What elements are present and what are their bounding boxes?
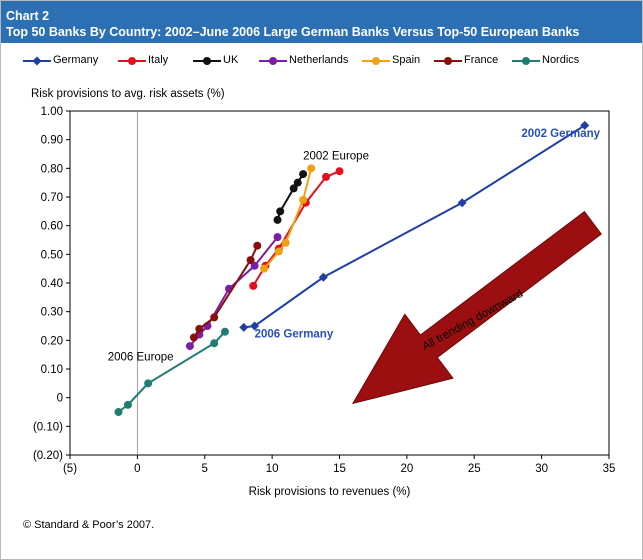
y-tick-label: 0 [57, 393, 63, 405]
x-tick-label: 35 [603, 463, 616, 475]
data-point-uk [299, 170, 308, 179]
legend-label-nordics: Nordics [542, 54, 580, 66]
y-tick-label: 0.50 [41, 249, 63, 261]
data-point-france [210, 313, 219, 322]
x-axis-label: Risk provisions to revenues (%) [249, 486, 411, 498]
data-point-france [246, 256, 255, 265]
trend-arrow [351, 210, 602, 405]
data-point-italy [322, 172, 331, 181]
x-tick-label: 0 [134, 463, 140, 475]
data-point-spain [307, 164, 316, 173]
y-tick-label: (0.10) [33, 421, 63, 433]
legend-swatch-nordics [512, 57, 540, 65]
annotation-2006-europe: 2006 Europe [108, 351, 174, 363]
y-tick-label: 0.80 [41, 163, 63, 175]
legend-swatch-netherlands [259, 57, 287, 65]
data-point-nordics [144, 379, 153, 388]
legend-swatch-germany [23, 56, 51, 66]
x-tick-label: 30 [535, 463, 548, 475]
y-tick-label: 0.90 [41, 135, 63, 147]
legend-label-italy: Italy [148, 54, 169, 66]
data-point-nordics [114, 408, 123, 416]
x-tick-label: 15 [333, 463, 346, 475]
y-tick-label: 0.30 [41, 307, 63, 319]
y-tick-label: 0.10 [41, 364, 63, 376]
data-point-germany [318, 272, 328, 282]
chart-number: Chart 2 [6, 9, 50, 23]
data-point-uk [273, 215, 282, 224]
data-point-spain [299, 195, 308, 204]
x-tick-label: 25 [468, 463, 481, 475]
x-tick-label: 10 [266, 463, 279, 475]
y-tick-label: (0.20) [33, 450, 63, 462]
legend-label-uk: UK [223, 54, 239, 66]
data-point-italy [249, 281, 258, 290]
legend-swatch-spain [362, 57, 390, 65]
data-point-france [195, 324, 204, 333]
y-axis-label: Risk provisions to avg. risk assets (%) [31, 88, 225, 100]
data-point-spain [260, 264, 269, 273]
series-line-germany [243, 124, 586, 329]
legend-swatch-italy [118, 57, 146, 65]
data-point-spain [281, 238, 290, 247]
annotation-2002-germany: 2002 Germany [521, 128, 600, 140]
data-point-nordics [123, 400, 132, 409]
chart-title: Top 50 Banks By Country: 2002–June 2006 … [6, 25, 580, 39]
legend-label-netherlands: Netherlands [289, 54, 349, 66]
data-point-france [253, 241, 262, 250]
data-point-germany [250, 321, 260, 331]
data-point-germany [580, 120, 590, 130]
series-line-spain [263, 168, 313, 270]
y-tick-label: 0.70 [41, 192, 63, 204]
data-point-germany [457, 198, 467, 208]
series-line-nordics [117, 331, 226, 413]
data-point-uk [293, 178, 302, 187]
legend-swatch-uk [193, 57, 221, 65]
data-point-netherlands [273, 233, 282, 242]
y-tick-label: 0.20 [41, 335, 63, 347]
data-point-uk [289, 184, 298, 193]
y-tick-label: 1.00 [41, 106, 63, 118]
y-tick-label: 0.60 [41, 221, 63, 233]
source-note: © Standard & Poor’s 2007. [23, 519, 155, 531]
data-point-netherlands [185, 342, 194, 351]
x-tick-label: (5) [63, 463, 77, 475]
legend-label-germany: Germany [53, 54, 99, 66]
data-point-uk [276, 207, 285, 216]
legend-swatch-france [434, 57, 462, 65]
data-point-germany [239, 322, 249, 332]
data-point-nordics [220, 327, 229, 336]
x-tick-label: 5 [202, 463, 208, 475]
data-point-france [189, 333, 198, 342]
chart-header: Chart 2 Top 50 Banks By Country: 2002–Ju… [1, 1, 642, 43]
data-point-netherlands [250, 261, 259, 270]
data-point-italy [335, 167, 344, 176]
x-tick-label: 20 [400, 463, 413, 475]
annotation-2006-germany: 2006 Germany [255, 328, 334, 340]
data-point-nordics [210, 339, 219, 348]
data-point-spain [274, 247, 283, 256]
legend-label-france: France [464, 54, 499, 66]
y-tick-label: 0.40 [41, 278, 63, 290]
annotation-2002-europe: 2002 Europe [303, 151, 369, 163]
legend-label-spain: Spain [392, 54, 421, 66]
